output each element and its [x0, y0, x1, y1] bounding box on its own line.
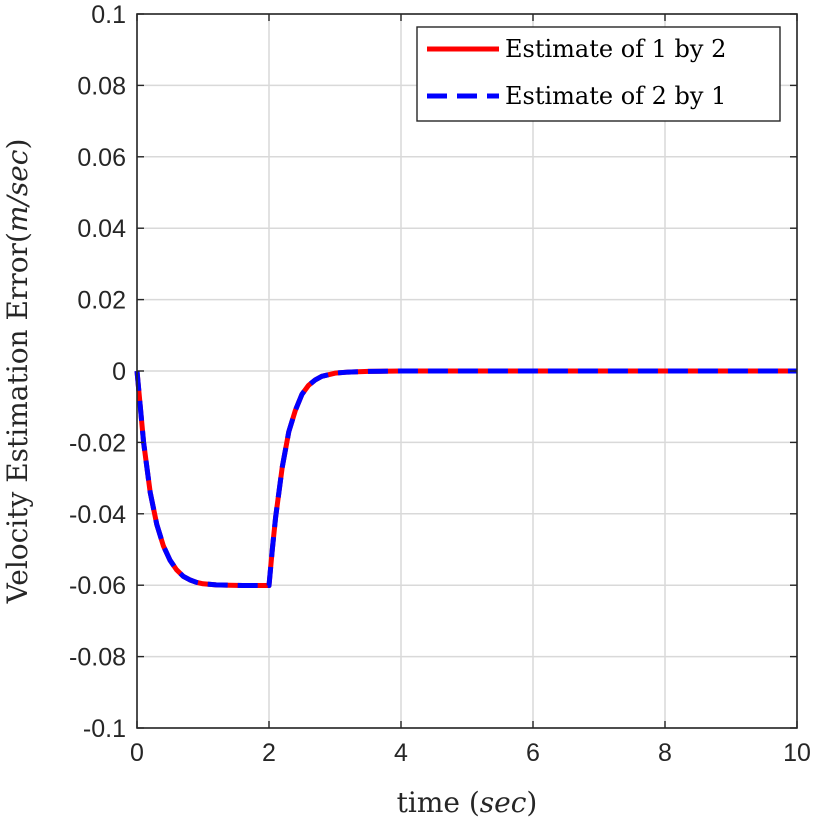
y-tick-label: 0.02	[77, 287, 126, 315]
y-tick-label: 0.1	[91, 1, 126, 29]
x-tick-label: 8	[658, 739, 672, 767]
y-tick-label: -0.02	[69, 429, 126, 457]
y-tick-label: 0.08	[77, 72, 126, 100]
y-tick-label: 0.06	[77, 144, 126, 172]
x-tick-label: 4	[394, 739, 408, 767]
x-tick-label: 10	[783, 739, 811, 767]
x-axis-label: time (sec)	[397, 786, 538, 819]
legend-label-estimate-1-by-2: Estimate of 1 by 2	[505, 35, 726, 63]
y-tick-label: -0.1	[83, 715, 126, 743]
y-tick-label: -0.08	[69, 644, 126, 672]
legend-box	[416, 26, 781, 122]
series-line-estimate-2-by-1	[134, 368, 797, 589]
legend: Estimate of 1 by 2 Estimate of 2 by 1	[416, 26, 781, 122]
axis-ticks: 0 2 4 6 8 10 0.1 0.08 0.06 0.04 0.02 0 -0.02 -0.04 -0.…	[69, 1, 811, 767]
x-tick-label: 6	[526, 739, 540, 767]
x-tick-label: 0	[130, 739, 144, 767]
y-tick-label: 0	[112, 358, 126, 386]
y-axis-label: Velocity Estimation Error(m/sec)	[1, 139, 34, 605]
series-layer	[134, 368, 797, 589]
y-tick-label: 0.04	[77, 215, 126, 243]
legend-label-estimate-2-by-1: Estimate of 2 by 1	[505, 82, 726, 110]
y-tick-label: -0.04	[69, 501, 126, 529]
x-tick-label: 2	[262, 739, 276, 767]
y-tick-label: -0.06	[69, 572, 126, 600]
